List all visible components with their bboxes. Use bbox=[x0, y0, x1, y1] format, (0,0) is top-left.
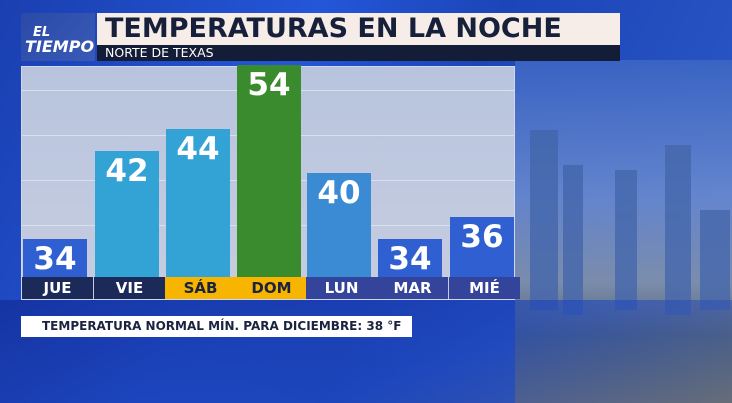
day-label: MIÉ bbox=[449, 277, 520, 299]
day-label: SÁB bbox=[165, 277, 236, 299]
bar-6: 36 bbox=[450, 217, 514, 277]
bar-value-label: 34 bbox=[33, 241, 77, 277]
bar-value-label: 40 bbox=[317, 175, 361, 211]
chart-panel: 34 JUE 42 VIE 44 SÁB 54 DOM 40 LUN 34 MAR 36 MIÉ bbox=[21, 65, 520, 300]
day-label: MAR bbox=[377, 277, 448, 299]
bar-0: 34 bbox=[23, 239, 87, 277]
bar-1: 42 bbox=[95, 151, 159, 277]
bar-3: 54 bbox=[237, 65, 301, 277]
page-title: TEMPERATURAS EN LA NOCHE bbox=[97, 13, 620, 45]
bar-value-label: 54 bbox=[247, 67, 291, 103]
bar-5: 34 bbox=[378, 239, 442, 277]
day-label: LUN bbox=[306, 277, 377, 299]
normal-temperature-note: TEMPERATURA NORMAL MÍN. PARA DICIEMBRE: … bbox=[21, 316, 412, 337]
bar-value-label: 36 bbox=[460, 219, 504, 255]
region-subtitle: NORTE DE TEXAS bbox=[97, 45, 620, 61]
logo-line1: EL bbox=[33, 25, 51, 40]
bar-4: 40 bbox=[307, 173, 371, 277]
el-tiempo-logo: EL TIEMPO bbox=[21, 13, 95, 61]
day-label: VIE bbox=[94, 277, 165, 299]
day-label: DOM bbox=[236, 277, 307, 299]
bar-2: 44 bbox=[166, 129, 230, 277]
bar-value-label: 34 bbox=[388, 241, 432, 277]
day-label: JUE bbox=[22, 277, 93, 299]
bar-value-label: 42 bbox=[105, 153, 149, 189]
bar-value-label: 44 bbox=[176, 131, 220, 167]
logo-line2: TIEMPO bbox=[25, 37, 95, 56]
